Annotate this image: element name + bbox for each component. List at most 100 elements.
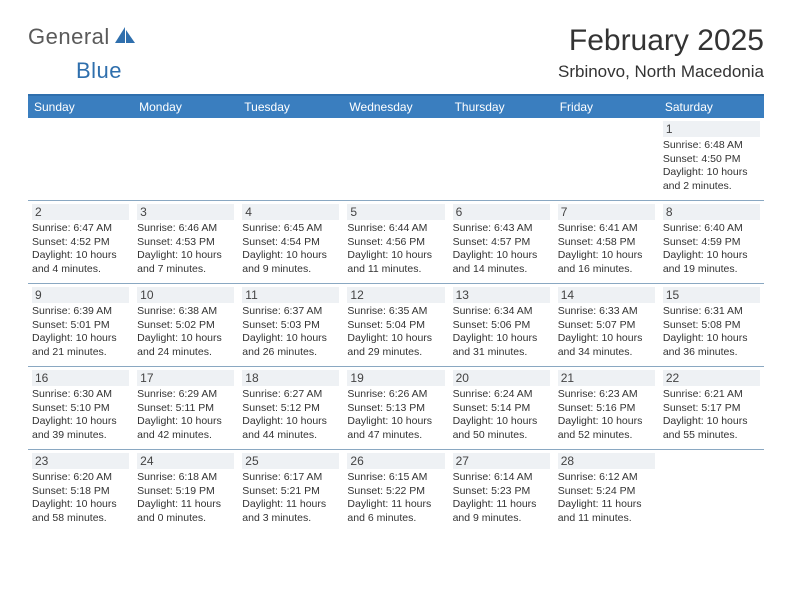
day-number: 7 (558, 204, 655, 220)
sunrise: Sunrise: 6:39 AM (32, 305, 129, 319)
day-info: Sunrise: 6:24 AMSunset: 5:14 PMDaylight:… (453, 388, 550, 443)
daylight: Daylight: 10 hours and 31 minutes. (453, 332, 550, 359)
dayhead-sun: Sunday (28, 96, 133, 118)
day-number: 17 (137, 370, 234, 386)
sunset: Sunset: 5:24 PM (558, 485, 655, 499)
day-info: Sunrise: 6:47 AMSunset: 4:52 PMDaylight:… (32, 222, 129, 277)
logo-text-sub: Blue (76, 58, 122, 84)
month-title: February 2025 (558, 24, 764, 58)
sunrise: Sunrise: 6:30 AM (32, 388, 129, 402)
calendar: Sunday Monday Tuesday Wednesday Thursday… (28, 94, 764, 532)
day-cell: 15Sunrise: 6:31 AMSunset: 5:08 PMDayligh… (659, 284, 764, 366)
day-number: 21 (558, 370, 655, 386)
sunrise: Sunrise: 6:40 AM (663, 222, 760, 236)
sunset: Sunset: 5:10 PM (32, 402, 129, 416)
sunrise: Sunrise: 6:27 AM (242, 388, 339, 402)
sunset: Sunset: 5:23 PM (453, 485, 550, 499)
day-cell: 17 Sunrise: 6:29 AMSunset: 5:11 PMDayligh… (133, 367, 238, 449)
day-info: Sunrise: 6:40 AMSunset: 4:59 PMDaylight:… (663, 222, 760, 277)
day-info: Sunrise: 6:20 AMSunset: 5:18 PMDaylight:… (32, 471, 129, 526)
day-info: Sunrise: 6:30 AMSunset: 5:10 PMDaylight:… (32, 388, 129, 443)
daylight: Daylight: 10 hours and 36 minutes. (663, 332, 760, 359)
daylight: Daylight: 10 hours and 14 minutes. (453, 249, 550, 276)
sunrise: Sunrise: 6:37 AM (242, 305, 339, 319)
day-number: 23 (32, 453, 129, 469)
day-number: 16 (32, 370, 129, 386)
sunset: Sunset: 5:12 PM (242, 402, 339, 416)
day-info: Sunrise: 6:29 AMSunset: 5:11 PMDaylight:… (137, 388, 234, 443)
day-number: 19 (347, 370, 444, 386)
day-info: Sunrise: 6:48 AMSunset: 4:50 PMDaylight:… (663, 139, 760, 194)
sunrise: Sunrise: 6:34 AM (453, 305, 550, 319)
sunrise: Sunrise: 6:41 AM (558, 222, 655, 236)
daylight: Daylight: 10 hours and 34 minutes. (558, 332, 655, 359)
sunrise: Sunrise: 6:20 AM (32, 471, 129, 485)
day-number: 28 (558, 453, 655, 469)
sunset: Sunset: 5:01 PM (32, 319, 129, 333)
day-info: Sunrise: 6:41 AMSunset: 4:58 PMDaylight:… (558, 222, 655, 277)
sunset: Sunset: 4:56 PM (347, 236, 444, 250)
day-cell: 14Sunrise: 6:33 AMSunset: 5:07 PMDayligh… (554, 284, 659, 366)
day-cell (659, 450, 764, 532)
sunset: Sunset: 5:08 PM (663, 319, 760, 333)
day-info: Sunrise: 6:26 AMSunset: 5:13 PMDaylight:… (347, 388, 444, 443)
day-cell: 4Sunrise: 6:45 AMSunset: 4:54 PMDaylight… (238, 201, 343, 283)
daylight: Daylight: 10 hours and 7 minutes. (137, 249, 234, 276)
day-cell (28, 118, 133, 200)
logo: General (28, 24, 138, 50)
daylight: Daylight: 10 hours and 26 minutes. (242, 332, 339, 359)
day-cell: 10Sunrise: 6:38 AMSunset: 5:02 PMDayligh… (133, 284, 238, 366)
day-number: 18 (242, 370, 339, 386)
day-number: 6 (453, 204, 550, 220)
day-number: 20 (453, 370, 550, 386)
day-info: Sunrise: 6:39 AMSunset: 5:01 PMDaylight:… (32, 305, 129, 360)
day-info: Sunrise: 6:43 AMSunset: 4:57 PMDaylight:… (453, 222, 550, 277)
day-number: 10 (137, 287, 234, 303)
sunset: Sunset: 5:03 PM (242, 319, 339, 333)
daylight: Daylight: 10 hours and 50 minutes. (453, 415, 550, 442)
day-number: 27 (453, 453, 550, 469)
sunset: Sunset: 5:13 PM (347, 402, 444, 416)
week-row: 23Sunrise: 6:20 AMSunset: 5:18 PMDayligh… (28, 449, 764, 532)
daylight: Daylight: 10 hours and 24 minutes. (137, 332, 234, 359)
day-cell: 23 Sunrise: 6:20 AMSunset: 5:18 PMDayligh… (28, 450, 133, 532)
day-info: Sunrise: 6:31 AMSunset: 5:08 PMDaylight:… (663, 305, 760, 360)
day-cell: 6 Sunrise: 6:43 AMSunset: 4:57 PMDaylight… (449, 201, 554, 283)
sunrise: Sunrise: 6:12 AM (558, 471, 655, 485)
sunrise: Sunrise: 6:31 AM (663, 305, 760, 319)
sunrise: Sunrise: 6:29 AM (137, 388, 234, 402)
sunrise: Sunrise: 6:38 AM (137, 305, 234, 319)
day-cell: 7 Sunrise: 6:41 AMSunset: 4:58 PMDaylight… (554, 201, 659, 283)
week-row: 16Sunrise: 6:30 AMSunset: 5:10 PMDayligh… (28, 366, 764, 449)
sunset: Sunset: 5:18 PM (32, 485, 129, 499)
sunset: Sunset: 4:53 PM (137, 236, 234, 250)
daylight: Daylight: 11 hours and 11 minutes. (558, 498, 655, 525)
sunset: Sunset: 5:11 PM (137, 402, 234, 416)
sunset: Sunset: 5:04 PM (347, 319, 444, 333)
sunset: Sunset: 4:57 PM (453, 236, 550, 250)
sunset: Sunset: 5:06 PM (453, 319, 550, 333)
day-info: Sunrise: 6:34 AMSunset: 5:06 PMDaylight:… (453, 305, 550, 360)
day-cell: 1Sunrise: 6:48 AMSunset: 4:50 PMDaylight… (659, 118, 764, 200)
day-cell (238, 118, 343, 200)
sunset: Sunset: 5:21 PM (242, 485, 339, 499)
daylight: Daylight: 10 hours and 29 minutes. (347, 332, 444, 359)
sunset: Sunset: 4:52 PM (32, 236, 129, 250)
day-cell: 16 Sunrise: 6:30 AMSunset: 5:10 PMDayligh… (28, 367, 133, 449)
week-row: 2Sunrise: 6:47 AMSunset: 4:52 PMDaylight… (28, 200, 764, 283)
day-cell: 9Sunrise: 6:39 AMSunset: 5:01 PMDaylight… (28, 284, 133, 366)
day-number: 25 (242, 453, 339, 469)
sunset: Sunset: 4:54 PM (242, 236, 339, 250)
day-info: Sunrise: 6:37 AMSunset: 5:03 PMDaylight:… (242, 305, 339, 360)
daylight: Daylight: 11 hours and 6 minutes. (347, 498, 444, 525)
day-cell: 11Sunrise: 6:37 AMSunset: 5:03 PMDayligh… (238, 284, 343, 366)
sunrise: Sunrise: 6:21 AM (663, 388, 760, 402)
daylight: Daylight: 10 hours and 44 minutes. (242, 415, 339, 442)
dayhead-sat: Saturday (659, 96, 764, 118)
daylight: Daylight: 10 hours and 19 minutes. (663, 249, 760, 276)
logo-text-main: General (28, 24, 110, 50)
sunrise: Sunrise: 6:15 AM (347, 471, 444, 485)
day-cell: 21Sunrise: 6:23 AMSunset: 5:16 PMDayligh… (554, 367, 659, 449)
daylight: Daylight: 10 hours and 9 minutes. (242, 249, 339, 276)
day-cell (343, 118, 448, 200)
